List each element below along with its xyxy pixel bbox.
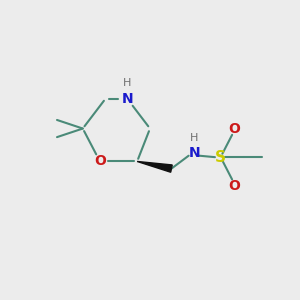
Text: H: H: [190, 133, 199, 143]
Polygon shape: [137, 161, 172, 172]
Text: O: O: [229, 122, 240, 136]
Text: N: N: [188, 146, 200, 160]
Text: H: H: [123, 78, 131, 88]
Text: S: S: [214, 150, 226, 165]
Text: O: O: [229, 179, 240, 193]
Text: O: O: [94, 154, 106, 168]
Text: N: N: [121, 92, 133, 106]
